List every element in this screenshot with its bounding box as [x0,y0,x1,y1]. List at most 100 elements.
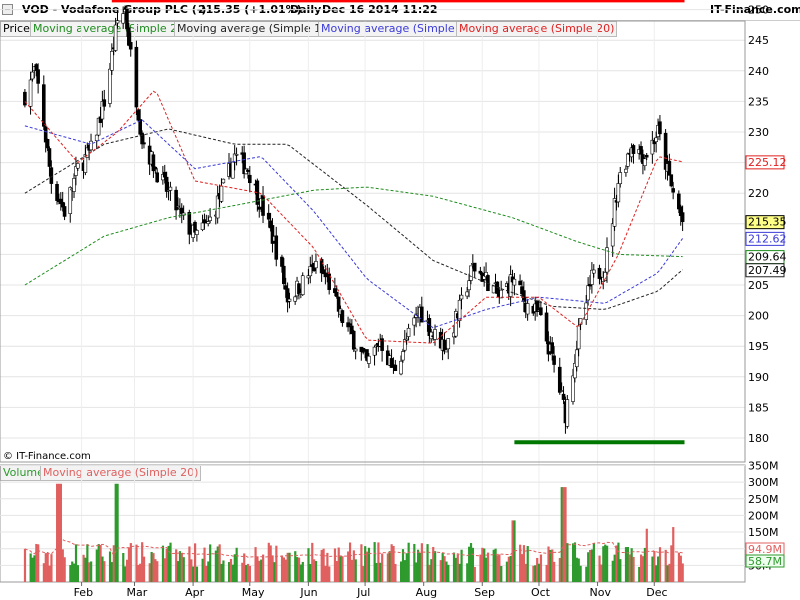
candle-body [43,126,48,143]
candle-body [208,216,212,221]
volume-bar [590,549,594,582]
volume-bar [486,552,490,582]
volume-bar [86,544,89,582]
volume-bar [460,549,463,582]
volume-bar [95,549,98,582]
candle-body [544,312,549,342]
volume-bar [116,483,119,582]
volume-bar [243,553,246,582]
volume-bar [309,564,312,582]
volume-bar [560,487,563,582]
volume-bar [90,561,93,582]
volume-bar [428,564,431,582]
volume-bar [602,546,605,582]
candle-body [261,195,265,216]
volume-bar [233,554,236,582]
volume-bar [379,562,382,582]
price-tick-label: 240 [748,65,769,78]
volume-bar [222,560,225,582]
volume-bar [175,549,178,582]
candle-body [221,178,226,184]
volume-tick-label: 200M [748,509,779,522]
volume-bar [668,563,671,582]
candle-body [248,174,252,184]
volume-bar [180,552,183,582]
volume-bar [176,561,180,582]
candle-body [401,351,405,361]
candle-body [654,137,658,143]
volume-bar [471,547,475,582]
candle-body [28,79,33,107]
volume-bar [413,543,416,582]
volume-bar [519,544,522,582]
volume-bar [507,556,510,582]
month-tick-label: May [242,586,265,599]
volume-bar [483,548,486,582]
candle-body [550,342,555,354]
volume-bar [328,566,331,582]
candle-body [282,265,286,285]
candle-body [164,176,169,192]
volume-bar [262,554,265,582]
candle-body [280,256,284,267]
volume-bar [392,546,395,582]
candle-body [193,221,197,233]
volume-bar [679,555,682,582]
volume-bar [381,553,384,582]
candle-body [45,139,50,149]
volume-bar [505,561,509,582]
candle-body [142,142,146,145]
candle-body [512,278,517,286]
volume-bar [218,544,221,582]
candle-body [350,325,354,334]
volume-bar [341,556,344,582]
volume-bar [165,548,168,582]
candle-body [677,193,681,210]
legend-volume[interactable]: Volume [0,465,47,481]
candle-body [399,360,403,375]
volume-bar [258,560,261,582]
volume-bar [524,563,527,582]
candle-body [539,307,543,315]
volume-bar [229,558,233,582]
legend-ma20[interactable]: Moving average (Simple 20) [456,21,618,37]
candle-body [206,221,211,224]
candle-body [559,390,564,392]
volume-ma-line [24,538,683,558]
volume-bar [339,556,342,582]
volume-bar [267,542,270,582]
volume-bar [114,483,117,582]
volume-bar [35,543,38,582]
volume-bar [632,556,635,582]
candle-body [446,338,451,350]
candle-body [297,283,301,295]
volume-bar [142,556,146,582]
candle-body [444,349,449,353]
candle-body [680,212,685,223]
volume-bar [103,561,106,582]
volume-bar [84,557,87,582]
price-tick-label: 205 [748,279,769,292]
volume-bar [468,546,471,582]
candle-body [574,349,579,368]
candle-body [465,291,469,297]
candle-body [72,178,76,192]
candle-body [584,302,589,320]
candle-body [30,71,35,80]
volume-bar [672,527,675,582]
volume-bar [640,554,643,582]
volume-bar [110,562,114,582]
volume-bar [337,547,340,582]
volume-bar [101,556,104,582]
volume-bar [498,554,501,582]
volume-bar [473,566,476,582]
volume-bar [456,554,459,582]
candle-body [467,280,471,291]
volume-bar [82,554,85,582]
candle-body [406,327,411,337]
candle-body [274,235,279,260]
ma20-line [24,90,683,344]
volume-bar [167,545,170,582]
volume-bars [23,483,684,582]
volume-bar [241,562,244,582]
